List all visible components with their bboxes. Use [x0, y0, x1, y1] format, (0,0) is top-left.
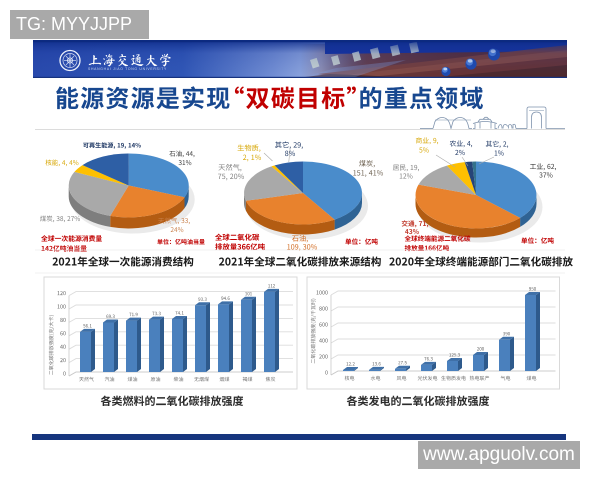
svg-text:SHANGHAI JIAO TONG UNIVERSITY: SHANGHAI JIAO TONG UNIVERSITY: [88, 67, 167, 71]
